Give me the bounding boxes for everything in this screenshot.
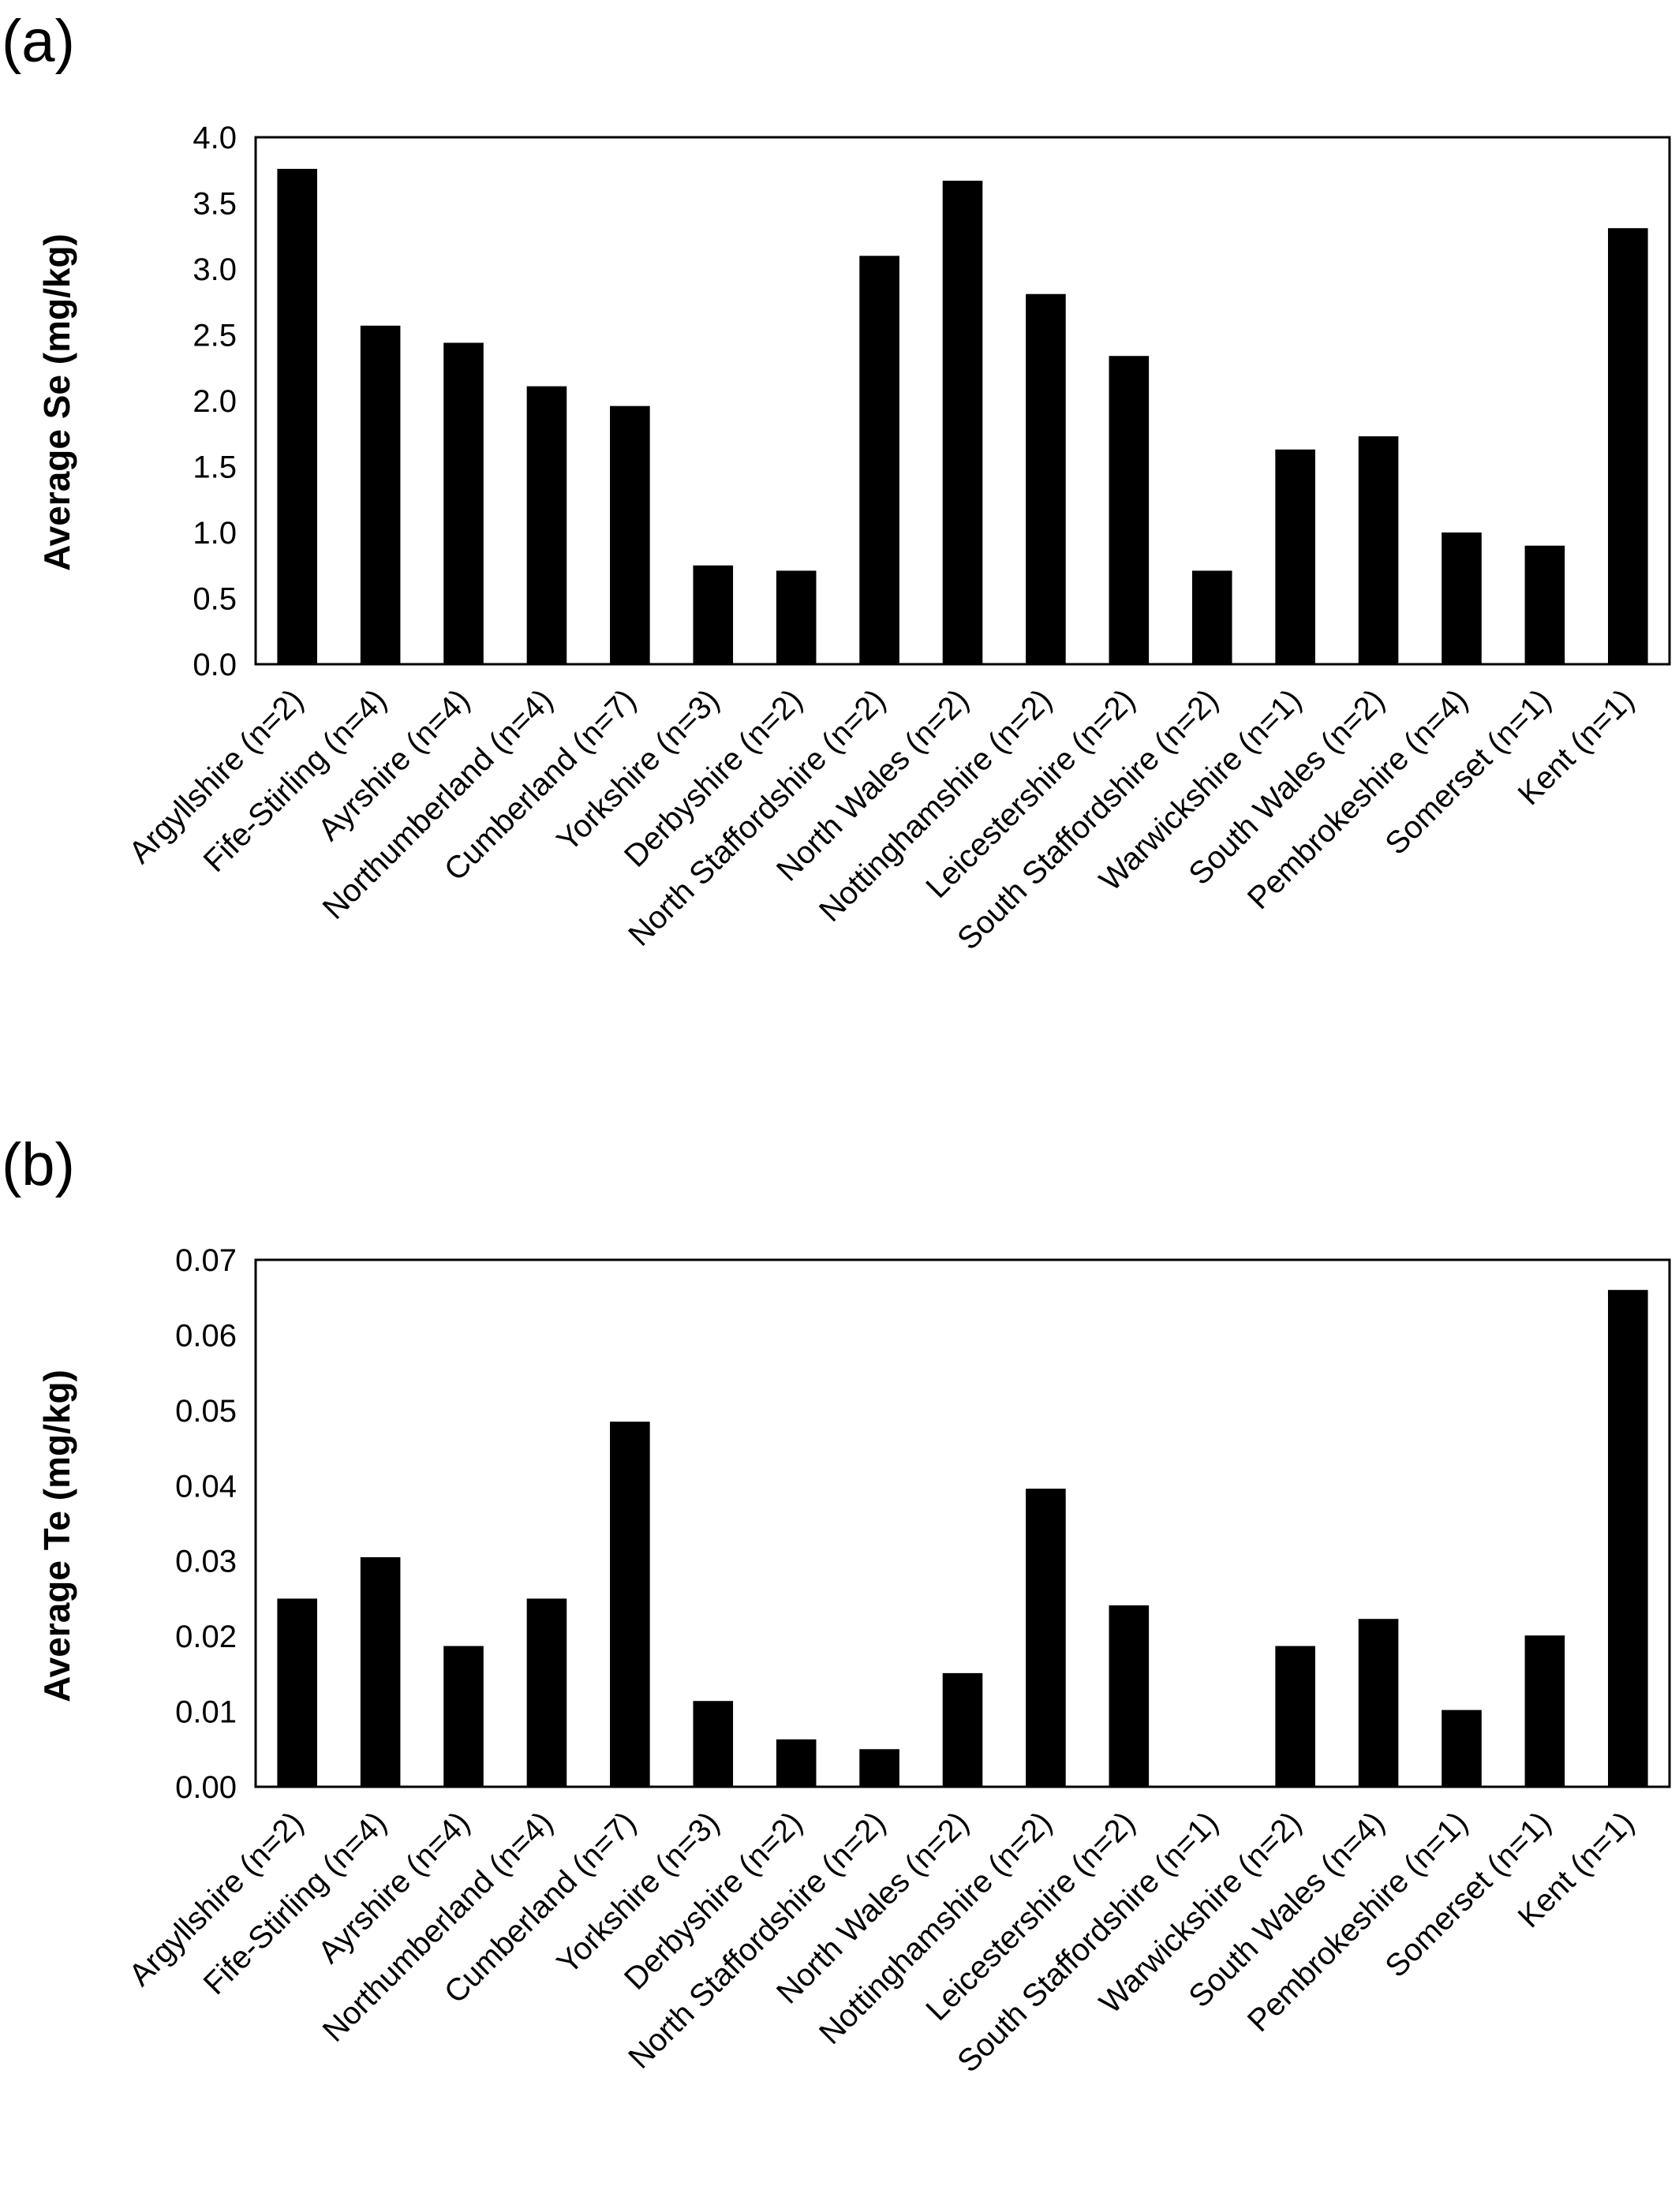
bar-a-4 (610, 405, 650, 664)
bar-a-12 (1275, 449, 1315, 664)
bar-b-8 (942, 1672, 983, 1787)
bar-a-1 (360, 325, 401, 664)
y-tick-label-a: 1.0 (193, 516, 237, 551)
y-axis-title-b: Average Te (mg/kg) (36, 1369, 77, 1702)
panel-label-a: (a) (2, 8, 75, 75)
y-tick-label-b: 0.06 (175, 1318, 237, 1353)
bar-b-16 (1607, 1290, 1648, 1787)
bar-b-13 (1358, 1619, 1399, 1787)
plot-area-b: 0.000.010.020.030.040.050.060.07Argyllsh… (122, 1243, 1671, 2079)
bar-b-3 (526, 1598, 567, 1787)
y-tick-label-a: 2.5 (193, 319, 237, 353)
bar-a-11 (1191, 570, 1232, 664)
y-tick-label-b: 0.01 (175, 1695, 237, 1730)
bar-b-4 (610, 1422, 650, 1787)
bar-b-6 (776, 1739, 817, 1787)
y-tick-label-b: 0.07 (175, 1243, 237, 1278)
bar-b-5 (693, 1701, 734, 1787)
y-tick-label-a: 3.0 (193, 252, 237, 287)
bar-b-14 (1442, 1709, 1482, 1787)
bar-a-5 (693, 565, 734, 664)
y-tick-label-a: 2.0 (193, 384, 237, 419)
y-tick-label-b: 0.04 (175, 1469, 237, 1504)
bar-b-10 (1109, 1605, 1150, 1787)
bar-b-0 (277, 1598, 318, 1787)
y-tick-label-b: 0.03 (175, 1545, 237, 1579)
bar-b-12 (1275, 1646, 1315, 1787)
bar-a-9 (1026, 293, 1066, 664)
y-tick-label-a: 4.0 (193, 121, 237, 155)
bar-a-10 (1109, 356, 1150, 664)
bar-a-6 (776, 570, 817, 664)
bar-a-16 (1607, 228, 1648, 665)
y-tick-label-a: 1.5 (193, 450, 237, 485)
y-tick-label-a: 0.0 (193, 648, 237, 682)
bar-a-13 (1358, 436, 1399, 664)
bar-a-0 (277, 169, 318, 664)
chart-panel-b: (b) Average Te (mg/kg) 0.00 0.01 0.02 0.03 0… (2, 1131, 1671, 2079)
bar-a-3 (526, 386, 567, 664)
bar-a-14 (1442, 532, 1482, 664)
bar-a-2 (443, 342, 484, 664)
y-tick-label-b: 0.05 (175, 1394, 237, 1429)
bar-b-15 (1524, 1635, 1565, 1787)
y-axis-title-a: Average Se (mg/kg) (36, 234, 77, 571)
bar-b-9 (1026, 1489, 1066, 1787)
y-tick-label-b: 0.02 (175, 1620, 237, 1654)
chart-panel-a: (a) Average Se (mg/kg) 0.0 0.5 1.0 1.5 2.0 2.… (2, 8, 1671, 957)
bar-a-15 (1524, 545, 1565, 664)
y-tick-label-b: 0.00 (175, 1770, 237, 1805)
y-tick-label-a: 0.5 (193, 582, 237, 617)
bar-b-1 (360, 1556, 401, 1787)
y-tick-label-a: 3.5 (193, 187, 237, 222)
bar-b-7 (859, 1749, 899, 1787)
panel-label-b: (b) (2, 1131, 75, 1198)
bar-a-8 (942, 181, 983, 665)
bar-a-7 (859, 256, 899, 664)
bar-b-2 (443, 1646, 484, 1787)
